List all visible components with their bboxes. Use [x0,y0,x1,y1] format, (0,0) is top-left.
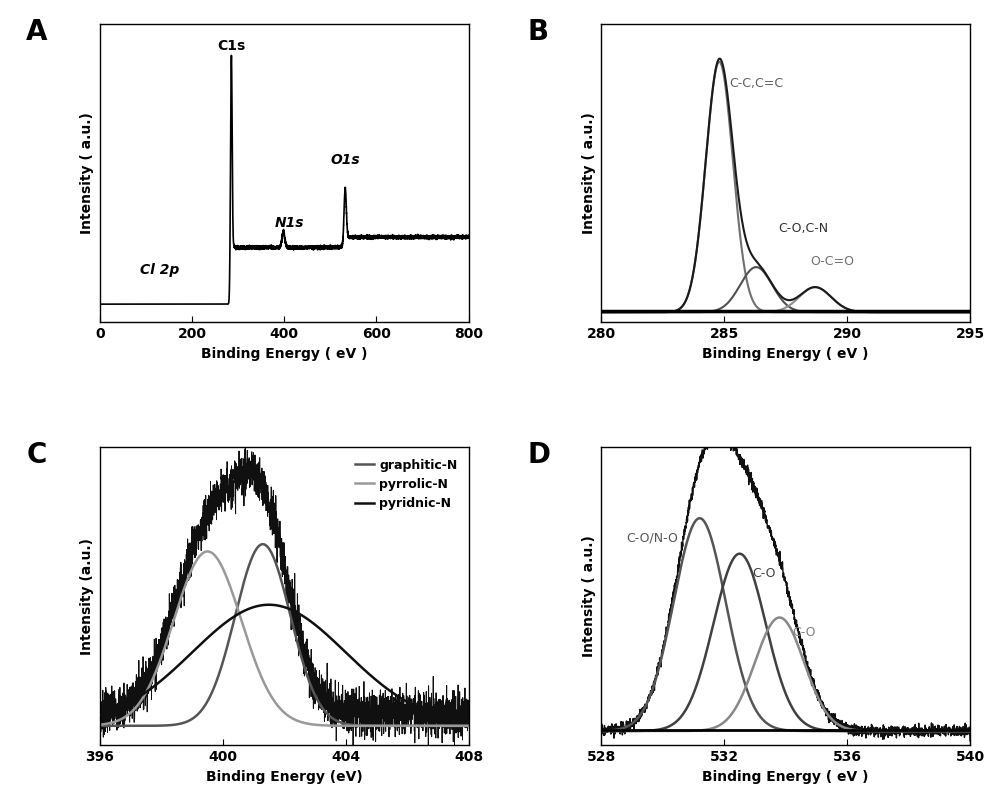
Y-axis label: Intensity ( a.u.): Intensity ( a.u.) [80,113,94,234]
pyrrolic-N [202,547,214,556]
Text: C-O: C-O [792,626,815,639]
X-axis label: Binding Energy ( eV ): Binding Energy ( eV ) [201,347,368,360]
graphitic-N [136,721,148,731]
pyrrolic-N [416,721,428,731]
pyrrolic-N [456,721,468,731]
Line: graphitic-N: graphitic-N [100,544,469,726]
X-axis label: Binding Energy ( eV ): Binding Energy ( eV ) [702,347,869,360]
X-axis label: Binding Energy (eV): Binding Energy (eV) [206,770,363,783]
Text: A: A [26,19,48,46]
pyridnic-N [463,717,475,727]
Text: O1s: O1s [330,152,360,167]
pyridnic-N [263,600,275,610]
pyrrolic-N [136,694,148,704]
pyridnic-N [94,710,106,720]
Line: pyridnic-N: pyridnic-N [100,605,469,722]
pyrrolic-N [251,663,263,672]
pyrrolic-N [158,645,170,654]
pyridnic-N [136,690,148,700]
pyridnic-N [235,608,247,617]
X-axis label: Binding Energy ( eV ): Binding Energy ( eV ) [702,770,869,783]
graphitic-N [158,721,170,731]
Line: pyrrolic-N: pyrrolic-N [100,552,469,726]
Text: C-C,C=C: C-C,C=C [729,77,783,90]
pyridnic-N [456,716,468,726]
pyrrolic-N [235,616,247,625]
graphitic-N [456,721,468,731]
Legend: graphitic-N, pyrrolic-N, pyridnic-N: graphitic-N, pyrrolic-N, pyridnic-N [350,454,462,515]
pyrrolic-N [94,720,106,730]
pyridnic-N [158,673,170,683]
pyridnic-N [251,601,263,611]
Text: D: D [528,441,551,469]
graphitic-N [463,721,475,731]
Text: C-O/N-O: C-O/N-O [626,532,678,545]
Text: Cl 2p: Cl 2p [140,262,180,277]
Text: C-O: C-O [752,567,775,580]
pyridnic-N [416,704,428,714]
pyrrolic-N [463,721,475,731]
Text: O-C=O: O-C=O [810,254,854,267]
graphitic-N [94,721,106,731]
Text: C-O,C-N: C-O,C-N [778,222,828,235]
graphitic-N [257,539,269,549]
Y-axis label: Intensity ( a.u.): Intensity ( a.u.) [582,535,596,657]
Y-axis label: Intensity ( a.u.): Intensity ( a.u.) [582,113,596,234]
Y-axis label: Intensity (a.u.): Intensity (a.u.) [80,538,94,654]
Text: B: B [528,19,549,46]
Text: C: C [26,441,47,469]
graphitic-N [416,721,428,731]
Text: N1s: N1s [275,216,305,230]
graphitic-N [251,543,263,552]
graphitic-N [235,586,247,596]
Text: C1s: C1s [217,40,245,53]
